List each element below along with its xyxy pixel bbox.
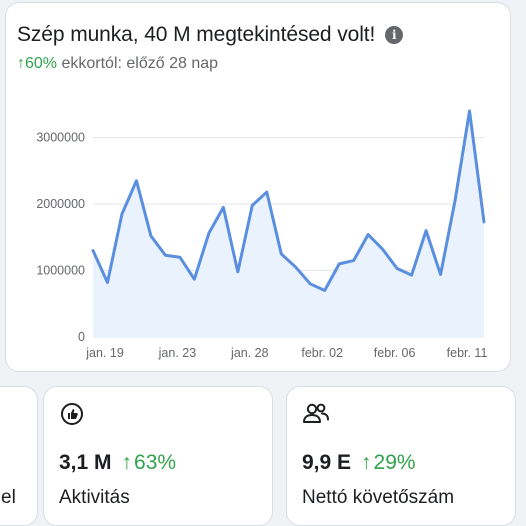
x-tick-label: jan. 28: [230, 346, 269, 360]
up-arrow-icon: ↑: [361, 451, 372, 474]
comparison-text: ↑60% ekkortól: előző 28 nap: [17, 55, 218, 73]
views-summary-card[interactable]: Szép munka, 40 M megtekintésed volt! i ↑…: [5, 2, 511, 372]
area-fill: [93, 110, 484, 337]
metric-label: Aktivitás: [59, 487, 130, 508]
metric-change: 63%: [134, 451, 177, 474]
change-percent: ↑60%: [17, 55, 58, 72]
people-icon: [302, 401, 330, 432]
x-tick-label: jan. 23: [158, 346, 197, 360]
metric-card-engagement[interactable]: 3,1 M ↑ 63% Aktivitás: [43, 386, 273, 526]
metric-change: 29%: [373, 451, 416, 474]
metric-value-row: 3,1 M ↑ 63%: [59, 451, 176, 475]
views-series-line: [91, 109, 486, 292]
y-tick-label: 3000000: [36, 131, 85, 145]
metric-value: 3,1 M: [59, 451, 112, 474]
y-tick-label: 1000000: [36, 264, 85, 278]
y-tick-label: 0: [78, 330, 85, 344]
up-arrow-icon: ↑: [121, 451, 133, 474]
metric-value-row: 9,9 E ↑ 29%: [302, 451, 416, 475]
x-tick-label: febr. 06: [374, 346, 416, 360]
comparison-suffix: ekkortól: előző 28 nap: [57, 55, 219, 72]
metric-label: el: [1, 487, 16, 508]
metric-label: Nettó követőszám: [302, 487, 455, 508]
thumbs-up-icon: [59, 401, 85, 432]
metric-value: 9,9 E: [302, 451, 352, 474]
x-tick-label: febr. 11: [447, 346, 488, 360]
x-tick-label: jan. 19: [85, 346, 124, 360]
card-title: Szép munka, 40 M megtekintésed volt!: [17, 23, 376, 46]
metric-card-followers[interactable]: 9,9 E ↑ 29% Nettó követőszám: [286, 386, 516, 526]
info-icon[interactable]: i: [385, 26, 404, 44]
y-tick-label: 2000000: [36, 197, 85, 211]
card-header: Szép munka, 40 M megtekintésed volt! i: [17, 23, 404, 47]
views-line-chart: 0 1000000 2000000 3000000 jan. 19 jan. 23 jan.…: [36, 109, 488, 360]
metric-card-left[interactable]: el: [0, 386, 38, 526]
x-tick-label: febr. 02: [301, 346, 343, 360]
